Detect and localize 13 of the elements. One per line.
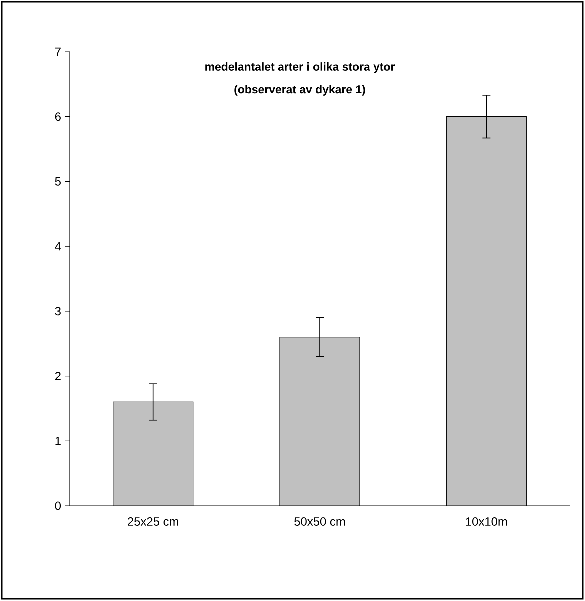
y-tick-label: 7 [55, 48, 61, 56]
text: medelantalet arter i olika stora ytor [206, 62, 396, 74]
y-tick-label: 4 [55, 242, 62, 251]
text: (observerat av dykare 1) [234, 85, 366, 96]
x-tick-label: 25x25 cm [128, 518, 178, 526]
y-tick-label: 5 [55, 178, 61, 186]
y-tick-label: 1 [56, 437, 61, 446]
y-tick-label: 6 [55, 112, 61, 122]
y-tick-label: 0 [55, 502, 62, 510]
x-tick-label: 10x10m [466, 518, 508, 526]
y-tick-label: 2 [55, 372, 61, 380]
x-tick-label: 50x50 cm [294, 518, 346, 526]
y-tick-label: 3 [55, 307, 61, 316]
